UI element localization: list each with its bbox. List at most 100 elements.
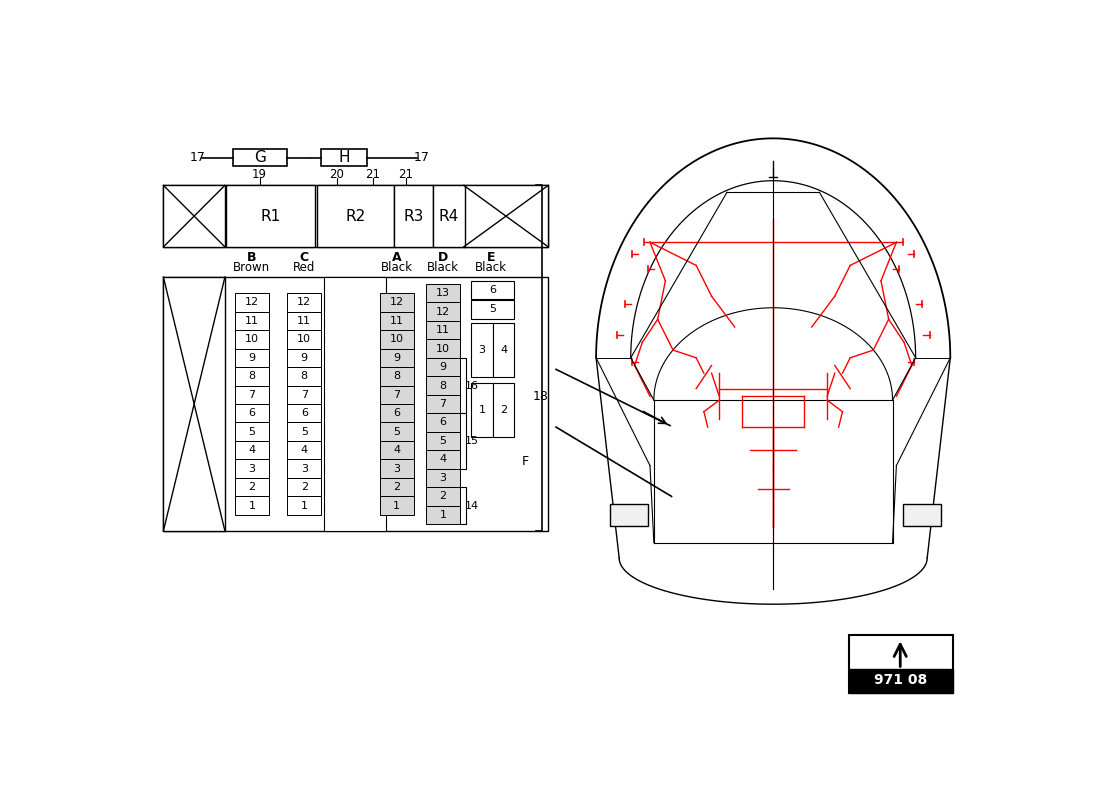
Text: 10: 10 — [245, 334, 258, 344]
Text: 15: 15 — [465, 436, 480, 446]
Text: 12: 12 — [297, 298, 311, 307]
Text: 4: 4 — [249, 445, 255, 455]
Text: 2: 2 — [393, 482, 400, 492]
Text: 1: 1 — [300, 501, 308, 510]
Bar — [163, 277, 224, 531]
Bar — [609, 504, 649, 526]
Text: 4: 4 — [300, 445, 308, 455]
Text: D: D — [438, 251, 448, 264]
Text: 3: 3 — [439, 473, 447, 483]
Bar — [379, 293, 414, 311]
Text: 971 08: 971 08 — [873, 674, 927, 687]
Bar — [379, 441, 414, 459]
Text: 12: 12 — [436, 306, 450, 317]
Bar — [426, 339, 460, 358]
Bar — [287, 478, 321, 496]
Bar — [426, 358, 460, 376]
Text: Brown: Brown — [233, 262, 271, 274]
Bar — [235, 330, 268, 349]
Text: Black: Black — [427, 262, 459, 274]
Text: 1: 1 — [439, 510, 447, 520]
Text: 20: 20 — [329, 168, 344, 181]
Text: 2: 2 — [249, 482, 255, 492]
Text: 5: 5 — [490, 304, 496, 314]
Text: 8: 8 — [249, 371, 255, 382]
Bar — [235, 311, 268, 330]
Bar — [163, 186, 224, 247]
Bar — [163, 277, 548, 531]
Bar — [324, 277, 386, 531]
Bar — [235, 293, 268, 311]
Bar — [426, 469, 460, 487]
Text: Black: Black — [381, 262, 412, 274]
Bar — [849, 635, 953, 693]
Text: R3: R3 — [404, 209, 424, 224]
Bar — [227, 186, 315, 247]
Bar — [235, 386, 268, 404]
Text: 4: 4 — [439, 454, 447, 465]
Bar — [287, 293, 321, 311]
Bar — [287, 422, 321, 441]
Text: 19: 19 — [252, 168, 267, 181]
Bar — [849, 669, 953, 693]
Bar — [426, 432, 460, 450]
Bar — [235, 404, 268, 422]
Text: 7: 7 — [300, 390, 308, 400]
Bar — [235, 459, 268, 478]
Text: 3: 3 — [249, 464, 255, 474]
Bar — [379, 367, 414, 386]
Text: 2: 2 — [500, 405, 507, 415]
Text: 1: 1 — [478, 405, 485, 415]
Text: 10: 10 — [297, 334, 311, 344]
Bar — [464, 186, 548, 247]
Text: 5: 5 — [393, 426, 400, 437]
Bar — [379, 478, 414, 496]
Bar — [426, 394, 460, 414]
Text: G: G — [254, 150, 265, 165]
Bar — [472, 383, 493, 437]
Bar — [287, 404, 321, 422]
Text: 5: 5 — [300, 426, 308, 437]
Text: 8: 8 — [300, 371, 308, 382]
Text: 12: 12 — [245, 298, 258, 307]
Bar — [235, 349, 268, 367]
Text: 3: 3 — [393, 464, 400, 474]
Text: 11: 11 — [389, 316, 404, 326]
Text: 17: 17 — [190, 151, 206, 164]
Text: 10: 10 — [436, 343, 450, 354]
Text: 1: 1 — [393, 501, 400, 510]
Bar — [426, 506, 460, 524]
Bar — [235, 367, 268, 386]
Text: 9: 9 — [439, 362, 447, 372]
Bar — [472, 300, 515, 318]
Bar — [287, 496, 321, 515]
Text: 9: 9 — [300, 353, 308, 363]
Bar — [235, 441, 268, 459]
Bar — [318, 186, 395, 247]
Text: 9: 9 — [249, 353, 255, 363]
Bar — [287, 459, 321, 478]
Text: 3: 3 — [478, 345, 485, 355]
Text: 7: 7 — [439, 399, 447, 409]
Text: 6: 6 — [439, 418, 447, 427]
Bar — [426, 321, 460, 339]
Bar — [287, 330, 321, 349]
Text: Black: Black — [475, 262, 507, 274]
Text: 11: 11 — [436, 325, 450, 335]
Bar — [433, 186, 465, 247]
Bar — [472, 281, 515, 299]
Text: 6: 6 — [490, 285, 496, 295]
Bar — [287, 311, 321, 330]
Text: H: H — [339, 150, 350, 165]
Text: 13: 13 — [436, 288, 450, 298]
Text: 16: 16 — [465, 381, 480, 390]
Text: E: E — [487, 251, 496, 264]
Bar — [321, 149, 367, 166]
Bar — [379, 422, 414, 441]
Bar — [379, 404, 414, 422]
Bar — [235, 478, 268, 496]
Text: 11: 11 — [297, 316, 311, 326]
Text: B: B — [248, 251, 256, 264]
Text: 2: 2 — [300, 482, 308, 492]
Text: 3: 3 — [300, 464, 308, 474]
